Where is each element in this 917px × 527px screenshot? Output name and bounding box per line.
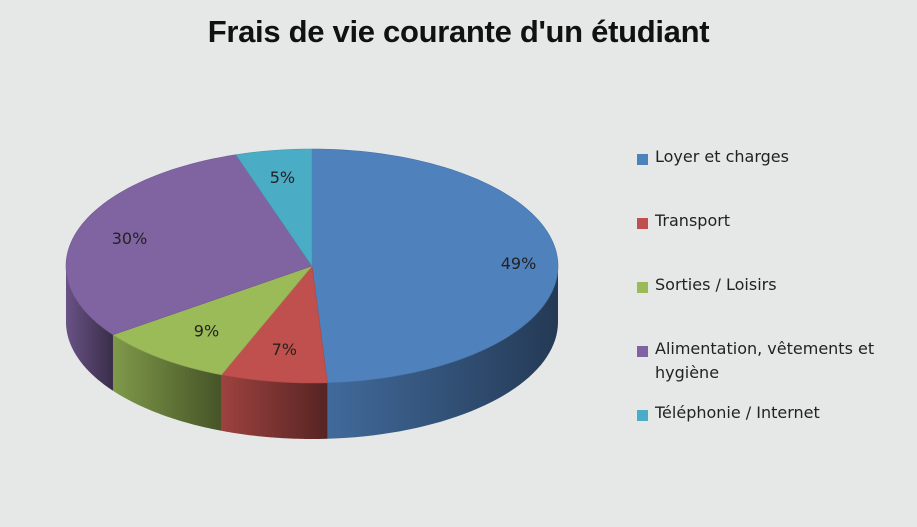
legend-label-transport: Transport <box>655 211 731 230</box>
legend-swatch-sorties <box>637 282 648 293</box>
slice-label-telephonie: 5% <box>270 168 295 187</box>
legend-label-sorties: Sorties / Loisirs <box>655 275 777 294</box>
legend-item-sorties: Sorties / Loisirs <box>637 273 912 297</box>
slice-label-alimentation: 30% <box>112 229 148 248</box>
pie-side-sorties <box>112 334 222 431</box>
legend-item-transport: Transport <box>637 209 912 233</box>
pie-sides <box>66 266 558 439</box>
pie-side-alimentation <box>66 266 113 391</box>
pie-slice-transport <box>220 265 328 384</box>
legend-label-alimentation: Alimentation, vêtements et hygiène <box>655 339 875 382</box>
slice-label-sorties: 9% <box>194 322 219 341</box>
legend-swatch-loyer <box>637 154 648 165</box>
pie-tops <box>65 148 559 384</box>
legend-label-loyer: Loyer et charges <box>655 147 789 166</box>
legend-item-loyer: Loyer et charges <box>637 145 912 169</box>
slice-label-loyer: 49% <box>501 254 537 273</box>
legend-swatch-telephonie <box>637 410 648 421</box>
slice-label-transport: 7% <box>272 340 297 359</box>
pie-slice-sorties <box>112 265 313 376</box>
pie-slice-alimentation <box>65 154 313 336</box>
legend-item-telephonie: Téléphonie / Internet <box>637 401 912 425</box>
legend-swatch-transport <box>637 218 648 229</box>
legend-swatch-alimentation <box>637 346 648 357</box>
pie-slice-telephonie <box>235 148 313 267</box>
pie-slice-loyer <box>311 148 559 384</box>
chart-title: Frais de vie courante d'un étudiant <box>207 14 710 49</box>
legend-item-alimentation: Alimentation, vêtements et hygiène <box>637 337 912 385</box>
pie-side-loyer <box>327 266 558 439</box>
pie-side-transport <box>221 374 328 439</box>
pie-labels: 49% 7% 9% 30% 5% <box>112 168 537 359</box>
legend-label-telephonie: Téléphonie / Internet <box>655 403 820 422</box>
